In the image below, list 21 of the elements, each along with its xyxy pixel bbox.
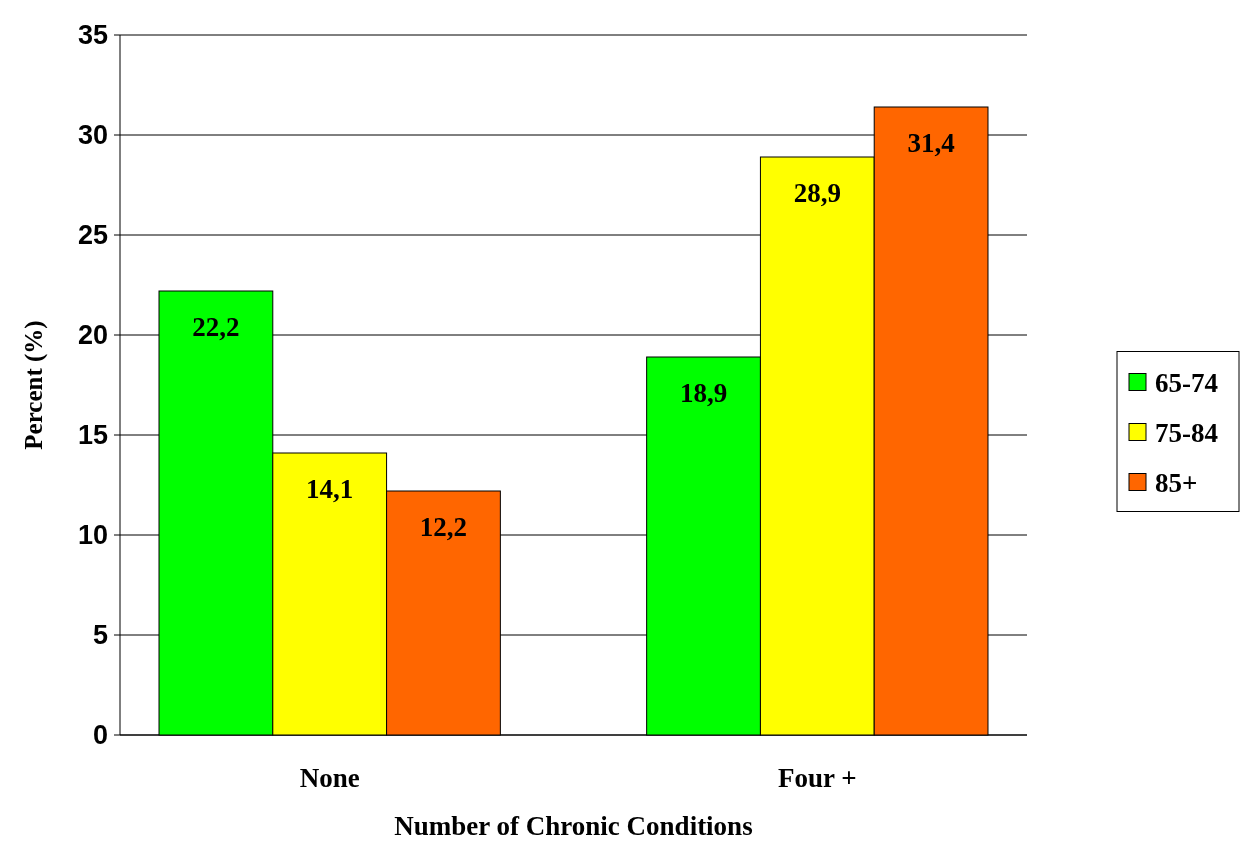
data-label: 18,9 [679, 378, 728, 408]
legend-label: 75-84 [1155, 417, 1218, 448]
y-tick-label: 35 [77, 20, 108, 51]
y-tick-label: 0 [92, 720, 108, 751]
y-tick-label: 25 [77, 220, 108, 251]
data-label: 14,1 [306, 474, 354, 504]
data-label: 31,4 [907, 128, 955, 158]
y-axis-title: Percent (%) [20, 320, 48, 450]
y-tick-label: 30 [77, 120, 108, 151]
x-tick-label: Four + [778, 763, 857, 793]
data-label: 28,9 [793, 178, 841, 208]
x-tick-label: None [299, 763, 360, 793]
data-label: 12,2 [419, 512, 468, 542]
y-tick-label: 5 [92, 620, 108, 651]
y-tick-label: 15 [77, 420, 108, 451]
legend-label: 85+ [1155, 467, 1198, 498]
x-axis-title: Number of Chronic Conditions [394, 811, 753, 841]
legend-label: 65-74 [1155, 367, 1218, 398]
data-label: 22,2 [192, 312, 240, 342]
y-tick-label: 20 [77, 320, 108, 351]
y-tick-label: 10 [77, 520, 108, 551]
